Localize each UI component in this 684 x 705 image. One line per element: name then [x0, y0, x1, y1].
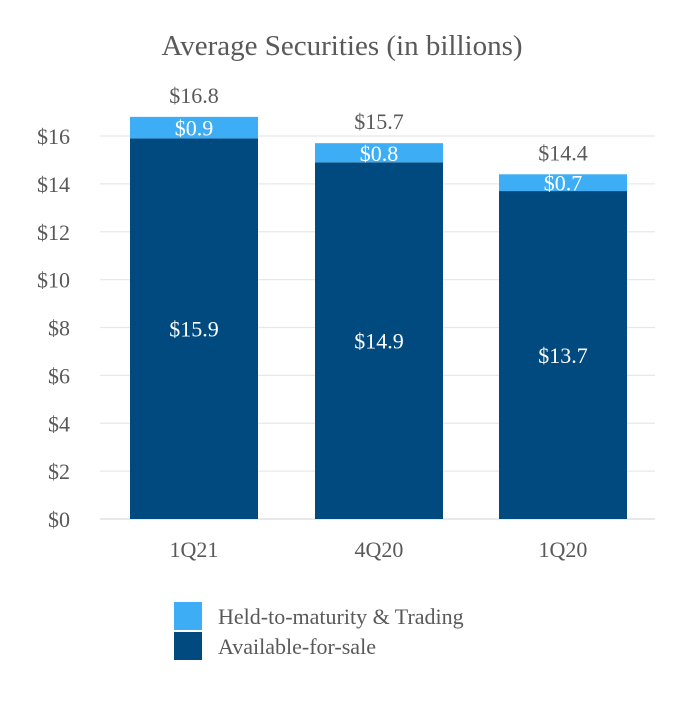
data-label-total: $16.8	[169, 83, 219, 108]
y-axis-ticks: $0 $2 $4 $6 $8 $10 $12 $14 $16	[37, 124, 70, 532]
y-tick-label: $14	[37, 172, 70, 197]
legend-swatch	[174, 602, 202, 630]
legend-label: Available-for-sale	[218, 634, 376, 659]
y-tick-label: $2	[48, 459, 70, 484]
legend-swatch	[174, 632, 202, 660]
y-tick-label: $10	[37, 268, 70, 293]
data-label-available-for-sale: $15.9	[169, 317, 219, 342]
chart-title: Average Securities (in billions)	[161, 30, 522, 62]
bar-held-to-maturity	[315, 143, 443, 163]
bar-held-to-maturity	[499, 174, 627, 192]
data-label-available-for-sale: $14.9	[354, 329, 404, 354]
y-tick-label: $16	[37, 124, 70, 149]
y-tick-label: $4	[48, 411, 70, 436]
bar-held-to-maturity	[130, 116, 258, 139]
y-tick-label: $0	[48, 507, 70, 532]
x-tick-label: 1Q20	[539, 537, 588, 562]
bar-available-for-sale	[315, 162, 443, 520]
bar-available-for-sale	[499, 191, 627, 519]
data-label-held-to-maturity: $0.8	[360, 141, 399, 166]
y-tick-label: $12	[37, 220, 70, 245]
bar-available-for-sale	[130, 138, 258, 520]
x-axis-ticks: 1Q21 4Q20 1Q20	[170, 537, 588, 562]
y-tick-label: $6	[48, 363, 70, 388]
data-label-total: $14.4	[538, 140, 588, 165]
legend: Held-to-maturity & Trading Available-for-…	[174, 602, 464, 660]
data-label-total: $15.7	[354, 109, 404, 134]
bars	[130, 116, 627, 520]
data-label-available-for-sale: $13.7	[538, 343, 588, 368]
legend-label: Held-to-maturity & Trading	[218, 604, 464, 629]
y-tick-label: $8	[48, 316, 70, 341]
data-labels: $15.9 $0.9 $16.8 $14.9 $0.8 $15.7 $13.7 $0.7 $14…	[169, 83, 588, 368]
data-label-held-to-maturity: $0.7	[544, 171, 583, 196]
x-tick-label: 1Q21	[170, 537, 219, 562]
data-label-held-to-maturity: $0.9	[175, 116, 214, 141]
x-tick-label: 4Q20	[355, 537, 404, 562]
